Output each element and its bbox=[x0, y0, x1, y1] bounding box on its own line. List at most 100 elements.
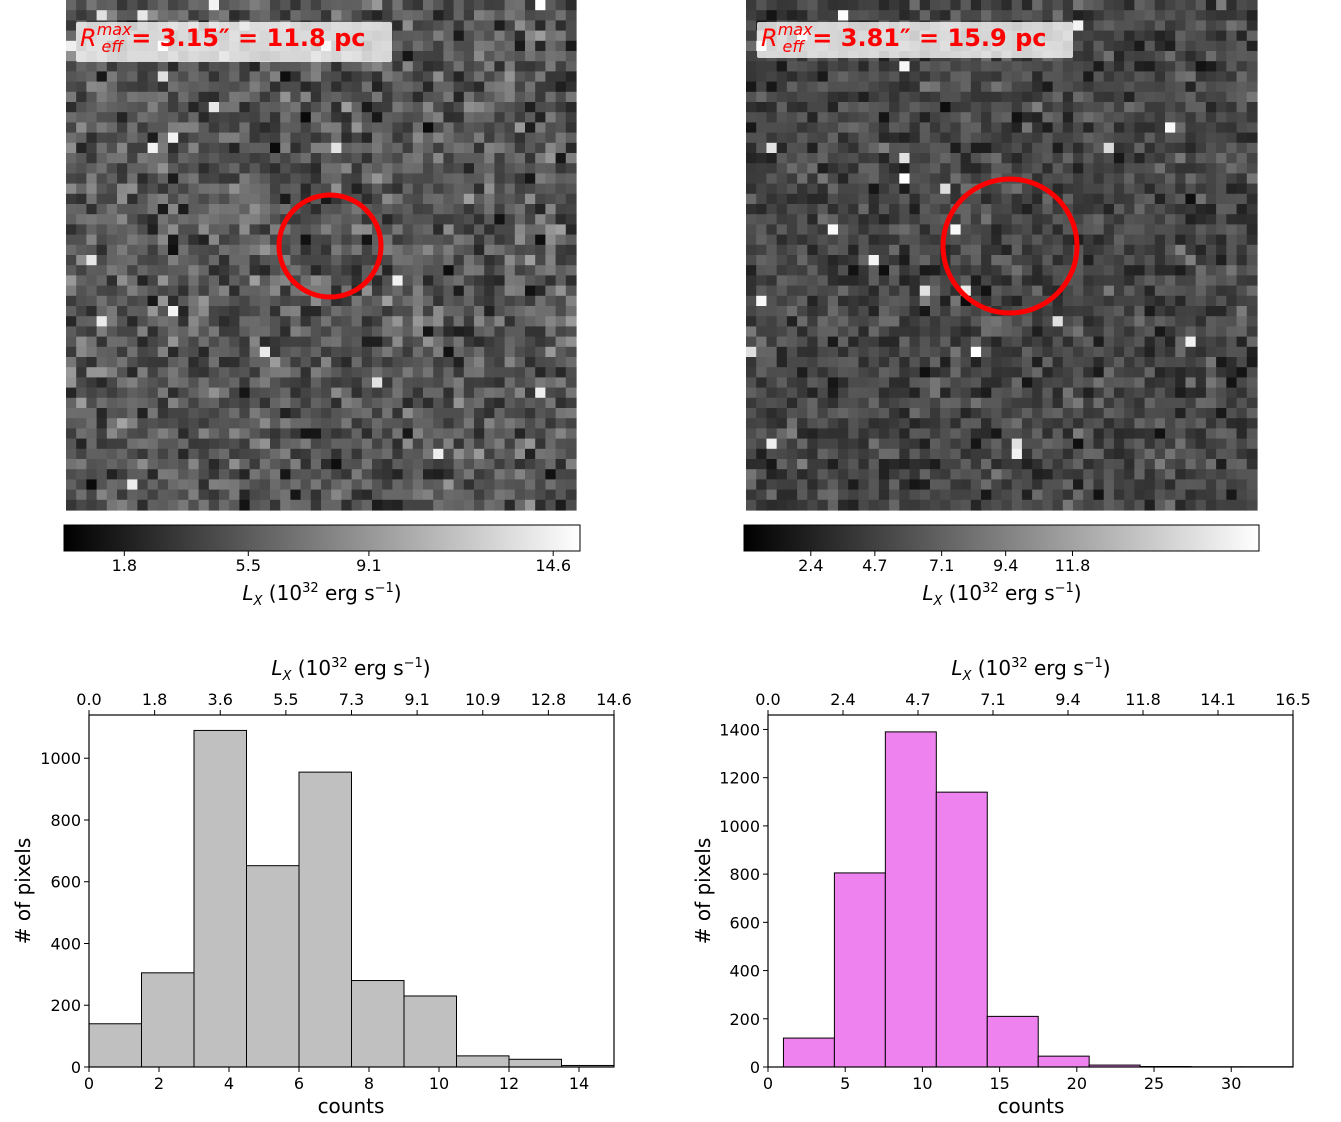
pixel bbox=[1185, 316, 1197, 327]
pixel bbox=[168, 244, 179, 256]
colorbar-label: LX (1032 erg s−1) bbox=[242, 581, 401, 609]
pixel bbox=[412, 40, 424, 52]
pixel bbox=[1216, 173, 1227, 185]
pixel bbox=[776, 204, 788, 215]
pixel bbox=[848, 112, 860, 123]
pixel bbox=[1093, 81, 1105, 93]
pixel bbox=[827, 234, 839, 246]
pixel bbox=[310, 285, 322, 297]
pixel bbox=[858, 122, 870, 134]
pixel bbox=[1134, 479, 1146, 491]
pixel bbox=[341, 448, 353, 460]
pixel bbox=[270, 387, 281, 399]
pixel bbox=[270, 438, 281, 450]
pixel bbox=[106, 438, 118, 450]
pixel bbox=[1113, 479, 1125, 491]
pixel bbox=[1205, 306, 1217, 317]
pixel bbox=[1165, 469, 1176, 480]
pixel bbox=[147, 214, 159, 225]
pixel bbox=[1205, 20, 1217, 32]
pixel bbox=[1205, 489, 1217, 501]
pixel bbox=[535, 204, 546, 215]
pixel bbox=[919, 377, 931, 389]
pixel bbox=[239, 81, 251, 93]
pixel bbox=[402, 244, 414, 256]
pixel bbox=[372, 234, 383, 246]
pixel bbox=[392, 336, 404, 348]
pixel bbox=[899, 122, 911, 134]
pixel bbox=[290, 408, 302, 419]
pixel bbox=[1093, 71, 1105, 83]
pixel bbox=[746, 275, 757, 287]
pixel bbox=[1032, 357, 1043, 368]
pixel bbox=[321, 387, 332, 399]
pixel bbox=[535, 357, 546, 368]
pixel bbox=[555, 40, 567, 52]
pixel bbox=[1195, 51, 1207, 62]
pixel bbox=[280, 438, 291, 450]
pixel bbox=[909, 204, 921, 215]
pixel bbox=[929, 0, 941, 11]
pixel bbox=[1165, 459, 1176, 470]
pixel bbox=[899, 173, 911, 185]
pixel bbox=[1011, 122, 1023, 134]
pixel bbox=[443, 71, 455, 83]
pixel bbox=[127, 377, 138, 389]
pixel bbox=[1073, 30, 1084, 42]
pixel bbox=[514, 418, 526, 429]
pixel bbox=[1165, 0, 1176, 11]
pixel bbox=[1165, 387, 1176, 399]
pixel bbox=[1113, 112, 1125, 123]
pixel bbox=[382, 448, 393, 460]
pixel bbox=[484, 224, 495, 236]
pixel bbox=[249, 408, 261, 419]
pixel bbox=[514, 71, 526, 83]
pixel bbox=[555, 306, 567, 317]
pixel bbox=[484, 193, 495, 205]
pixel bbox=[858, 0, 870, 11]
pixel bbox=[178, 132, 189, 144]
pixel bbox=[756, 234, 768, 246]
pixel bbox=[66, 387, 77, 399]
pixel bbox=[157, 163, 169, 174]
pixel bbox=[198, 102, 210, 113]
pixel bbox=[96, 10, 108, 21]
pixel bbox=[280, 153, 291, 164]
pixel bbox=[484, 377, 495, 389]
pixel bbox=[1134, 285, 1146, 297]
pixel bbox=[1134, 81, 1146, 93]
pixel bbox=[117, 224, 128, 236]
pixel bbox=[66, 255, 77, 266]
pixel bbox=[1001, 71, 1013, 83]
pixel bbox=[280, 336, 291, 348]
pixel bbox=[950, 285, 962, 297]
pixel bbox=[1205, 357, 1217, 368]
pixel bbox=[249, 10, 261, 21]
pixel bbox=[817, 397, 829, 409]
pixel bbox=[797, 91, 808, 103]
pixel bbox=[351, 469, 363, 480]
pixel bbox=[1246, 193, 1258, 205]
pixel bbox=[1042, 193, 1054, 205]
pixel bbox=[351, 122, 363, 134]
pixel bbox=[310, 214, 322, 225]
pixel bbox=[1021, 295, 1033, 307]
pixel bbox=[178, 316, 189, 327]
pixel bbox=[868, 132, 880, 144]
pixel bbox=[827, 112, 839, 123]
pixel bbox=[453, 193, 465, 205]
pixel bbox=[1052, 102, 1064, 113]
pixel bbox=[1103, 469, 1115, 480]
pixel bbox=[899, 132, 911, 144]
pixel bbox=[310, 387, 322, 399]
pixel bbox=[96, 367, 108, 378]
pixel bbox=[382, 275, 393, 287]
pixel bbox=[321, 214, 332, 225]
pixel bbox=[178, 71, 189, 83]
pixel bbox=[1113, 489, 1125, 501]
pixel bbox=[545, 408, 557, 419]
pixel bbox=[1103, 40, 1115, 52]
pixel bbox=[1205, 40, 1217, 52]
pixel bbox=[797, 61, 808, 72]
pixel bbox=[919, 61, 931, 72]
